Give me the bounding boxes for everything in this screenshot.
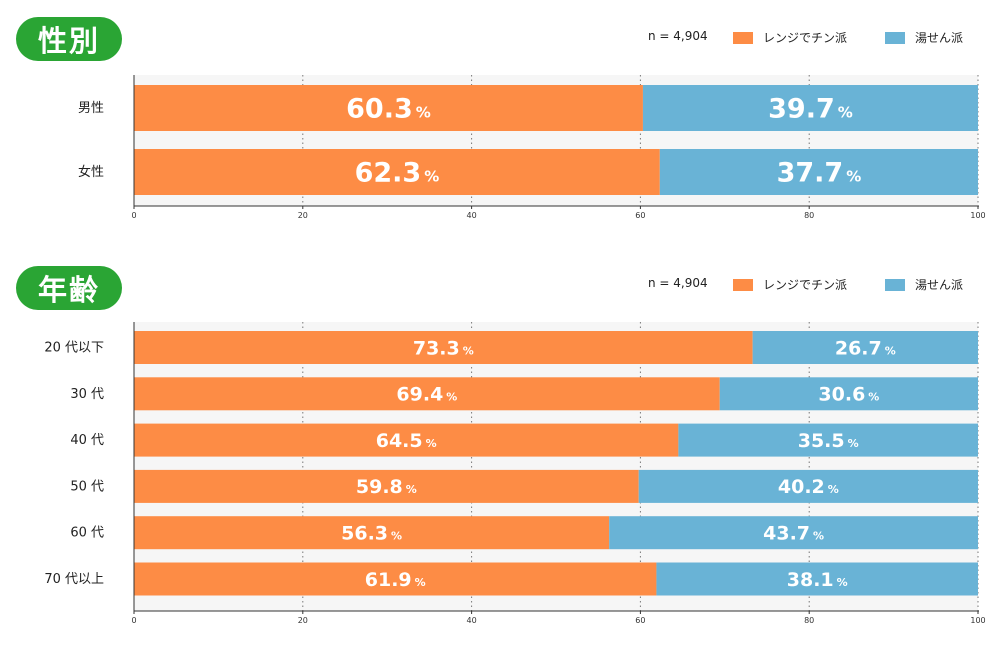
category-label: 男性 [78, 101, 104, 116]
data-label: 61.9% [365, 569, 426, 591]
data-label: 39.7% [768, 94, 853, 125]
age-section: 年齢 n = 4,904 レンジでチン派 湯せん派 [0, 255, 998, 655]
bar-series2 [659, 149, 978, 195]
bar-series1 [134, 423, 679, 457]
gender-badge: 性別 [16, 17, 122, 61]
gender-legend-series1: レンジでチン派 [733, 29, 847, 46]
data-label: 30.6% [818, 384, 879, 406]
data-label: 35.5% [798, 430, 859, 452]
legend-swatch-orange [733, 278, 753, 291]
data-label: 60.3% [346, 94, 431, 125]
tick-label: 60 [635, 211, 645, 220]
tick-label: 0 [131, 616, 136, 625]
legend-swatch-blue [885, 278, 905, 291]
tick-label: 80 [804, 211, 814, 220]
category-label: 30 代 [70, 387, 104, 402]
category-label: 20 代以下 [44, 341, 104, 356]
bar-series2 [638, 469, 978, 503]
tick-label: 80 [804, 616, 814, 625]
data-label: 40.2% [778, 476, 839, 498]
tick-label: 40 [467, 616, 477, 625]
bar-series1 [134, 377, 720, 411]
tick-label: 0 [131, 211, 136, 220]
category-label: 女性 [78, 164, 104, 180]
tick-label: 40 [467, 211, 477, 220]
age-title: 年齢 [37, 273, 100, 307]
data-label: 64.5% [376, 430, 437, 452]
bar-series1 [134, 516, 610, 550]
category-label: 60 代 [70, 526, 104, 541]
gender-chart: 60.3% 39.7 % 男性 62.3% 37.7 % 女性 0 20 40 60 80 100 [78, 75, 986, 220]
data-label: 37.7% [777, 158, 862, 189]
data-label: 59.8% [356, 476, 417, 498]
age-badge: 年齢 [16, 266, 122, 310]
bar-series1 [134, 85, 643, 131]
bar-series2 [719, 377, 978, 411]
age-sample-size: n = 4,904 [648, 276, 708, 290]
legend-label: レンジでチン派 [763, 278, 848, 292]
gender-sample-size: n = 4,904 [648, 29, 708, 43]
data-label: 62.3% [355, 158, 440, 189]
bar-series2 [752, 331, 978, 364]
bar-series1 [134, 331, 753, 364]
data-label: 73.3% [413, 337, 474, 359]
tick-label: 100 [970, 616, 985, 625]
category-label: 70 代以上 [44, 572, 104, 587]
bar-series1 [134, 469, 639, 503]
legend-label: レンジでチン派 [763, 31, 848, 45]
legend-swatch-blue [885, 31, 905, 44]
legend-label: 湯せん派 [915, 31, 964, 45]
age-legend-series2: 湯せん派 [885, 276, 963, 293]
gender-section: 性別 n = 4,904 レンジでチン派 湯せん派 [0, 0, 998, 230]
legend-swatch-orange [733, 31, 753, 44]
category-label: 50 代 [70, 479, 104, 494]
age-legend-series1: レンジでチン派 [733, 276, 847, 293]
data-label: 26.7% [835, 337, 896, 359]
tick-label: 60 [635, 616, 645, 625]
age-chart: 73.3% 26.7 % 20 代以下 69.4% 30.6 % 30 代 64.5% 35.5%… [44, 322, 986, 625]
tick-label: 100 [970, 211, 985, 220]
bar-series2 [609, 516, 978, 550]
data-label: 38.1% [787, 569, 848, 591]
category-label: 40 代 [70, 433, 104, 448]
bar-series1 [134, 149, 660, 195]
data-label: 69.4% [396, 384, 457, 406]
bar-series2 [678, 423, 978, 457]
gender-title: 性別 [37, 24, 100, 58]
tick-label: 20 [298, 211, 308, 220]
bar-series2 [656, 562, 978, 596]
gender-legend-series2: 湯せん派 [885, 29, 963, 46]
bar-series2 [642, 85, 978, 131]
bar-series1 [134, 562, 657, 596]
data-label: 56.3% [341, 523, 402, 545]
tick-label: 20 [298, 616, 308, 625]
legend-label: 湯せん派 [915, 278, 964, 292]
data-label: 43.7% [763, 523, 824, 545]
